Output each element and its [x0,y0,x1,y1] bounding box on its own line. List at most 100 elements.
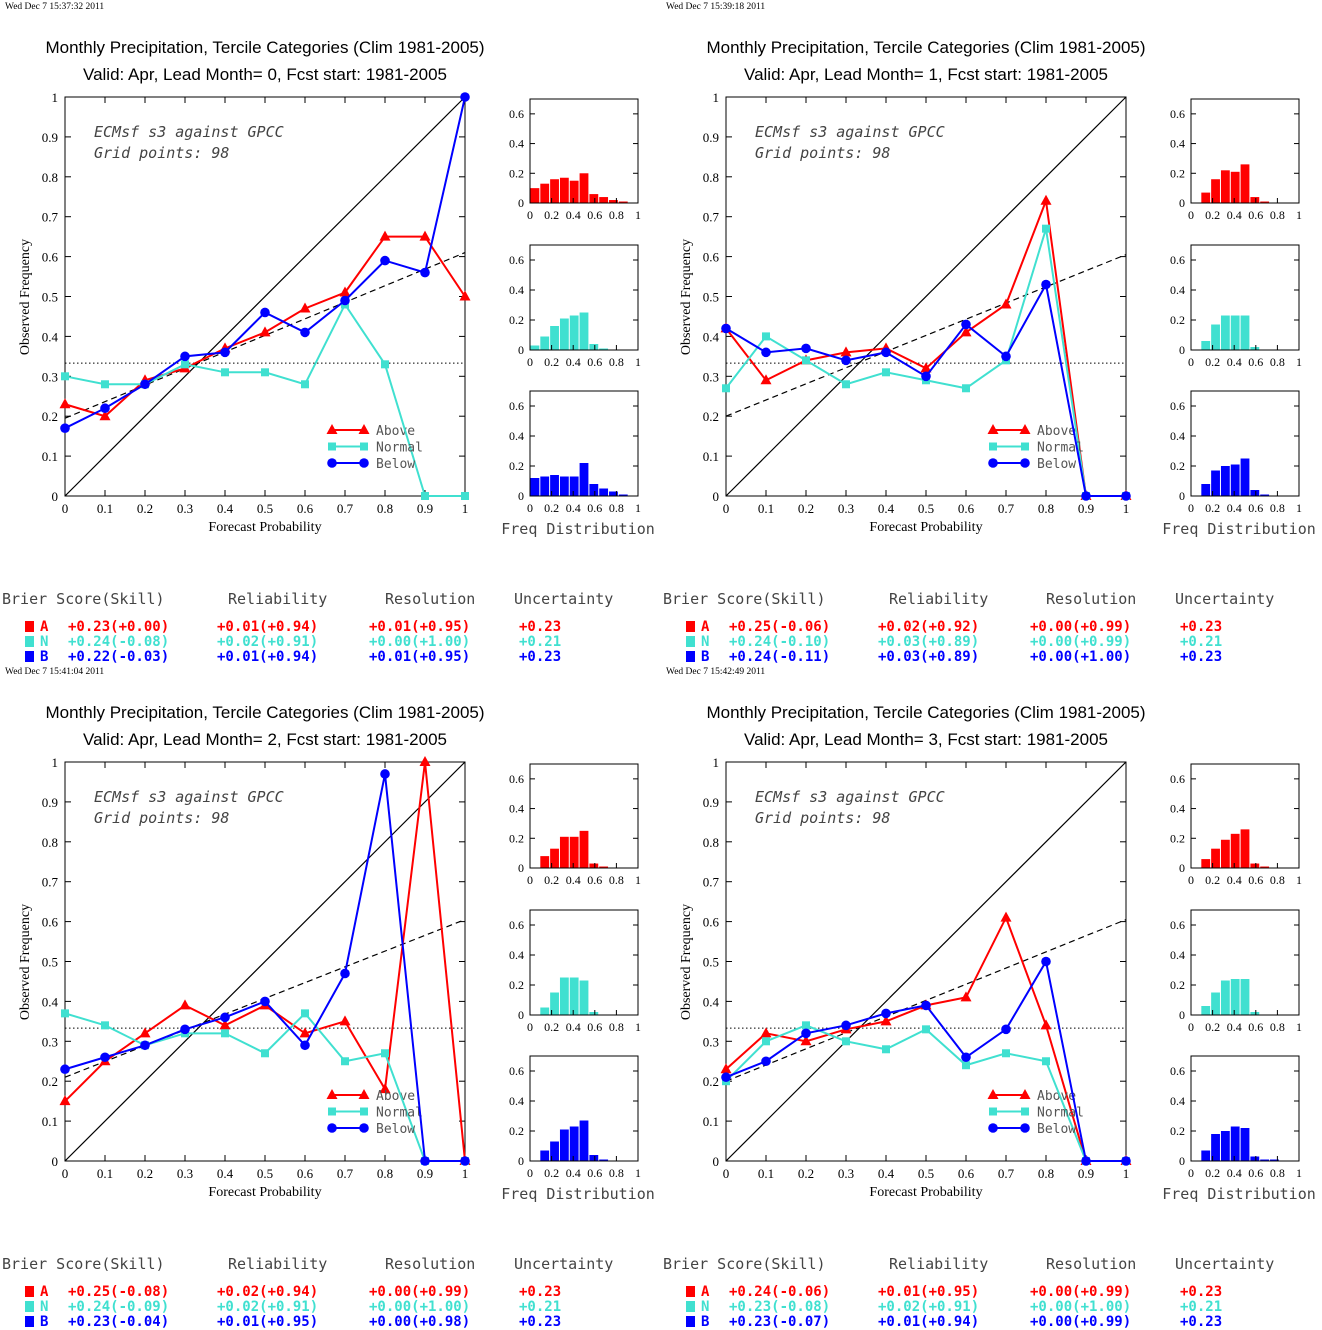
x-tick-label: 1 [1123,1166,1130,1181]
x-tick-label: 0.2 [798,1166,814,1181]
hist-y-tick-label: 0 [518,343,524,357]
y-tick-label: 0.3 [703,369,719,384]
histogram-bar [1240,315,1250,350]
histogram-bar [559,1129,569,1161]
histogram-bar [1240,164,1250,203]
y-tick-label: 0.7 [42,875,59,890]
series-above-point [800,1035,812,1046]
histogram-bar [1211,848,1220,868]
series-below-point [420,1156,430,1166]
hist-y-tick-label: 0.2 [1170,313,1185,327]
y-tick-label: 0.5 [703,290,719,305]
histogram-bar [1201,192,1211,203]
score-row-label: N [701,634,709,650]
series-normal-point [101,1021,109,1030]
hist-x-tick-label: 0.6 [587,501,602,515]
x-tick-label: 0.5 [257,501,273,516]
y-tick-label: 0.5 [703,955,719,970]
uncertainty-value: +0.23 [1180,1284,1222,1300]
x-tick-label: 0.4 [878,501,895,516]
score-row-label: A [701,619,710,635]
series-normal-point [101,380,109,389]
hist-x-tick-label: 0.2 [1205,1166,1220,1180]
hist-x-tick-label: 0 [527,873,533,887]
y-tick-label: 0.3 [42,1034,58,1049]
hist-x-tick-label: 0.4 [1227,355,1242,369]
y-tick-label: 0.9 [703,130,719,145]
legend-marker [358,1089,370,1099]
brier-score-value: +0.23(-0.04) [68,1314,169,1330]
histogram-bar [609,200,618,203]
resolution-value: +0.00(+1.00) [1030,1299,1131,1315]
y-tick-label: 0.9 [42,130,58,145]
brier-score-value: +0.25(-0.08) [68,1284,169,1300]
hist-x-tick-label: 1 [635,1166,641,1180]
y-tick-label: 0.4 [42,329,59,344]
x-tick-label: 0.8 [1038,501,1054,516]
hist-x-tick-label: 1 [1296,1020,1302,1034]
y-tick-label: 0.3 [703,1034,719,1049]
y-tick-label: 0.4 [42,994,59,1009]
legend-marker [987,424,999,434]
series-normal-point [381,1049,389,1058]
x-tick-label: 0 [723,1166,730,1181]
series-below-point [881,347,891,358]
resolution-value: +0.00(+0.99) [369,1284,470,1300]
histogram-bar [609,491,618,496]
histogram-bar [1201,1150,1211,1161]
series-normal-point [1042,1057,1050,1066]
y-tick-label: 0.8 [42,170,58,185]
uncertainty-value: +0.23 [519,619,561,635]
reliability-value: +0.01(+0.94) [217,619,318,635]
hist-x-tick-label: 0.2 [1205,1020,1220,1034]
histogram-bar [1220,170,1230,203]
histogram-bar [569,315,579,350]
brier-score-value: +0.24(-0.11) [729,649,830,665]
reliability-value: +0.02(+0.92) [878,619,979,635]
score-header: Resolution [1046,590,1136,608]
x-tick-label: 0 [62,501,69,516]
hist-x-tick-label: 0.8 [1270,501,1285,515]
series-below-point [881,1008,891,1019]
score-header: Brier Score(Skill) [663,590,826,608]
series-normal-point [922,1025,930,1034]
histogram-bar [599,866,609,868]
y-tick-label: 0.1 [42,449,58,464]
series-below-point [220,347,230,358]
series-below-point [260,996,270,1007]
legend-marker [359,458,369,468]
hist-x-tick-label: 0.4 [566,1020,581,1034]
reliability-value: +0.01(+0.95) [217,1314,318,1330]
hist-x-tick-label: 0 [1188,1020,1194,1034]
x-tick-label: 0.3 [177,1166,193,1181]
histogram-bar [1201,1006,1211,1015]
series-above-point [59,398,71,409]
score-row-label: N [701,1299,709,1315]
resolution-value: +0.00(+1.00) [369,634,470,650]
legend-marker [327,458,337,468]
series-above-point [419,230,431,241]
series-above-point [299,302,311,313]
hist-x-tick-label: 0.4 [1227,501,1242,515]
series-below-point [100,403,110,414]
brier-score-value: +0.25(-0.06) [729,619,830,635]
series-below-point [380,255,390,266]
histogram-bar [569,1126,579,1161]
regression-line [64,252,466,419]
legend-marker [989,442,997,451]
histogram-bar [1230,979,1240,1015]
legend-label-above: Above [376,424,415,439]
histogram-bar [1250,863,1260,868]
series-below-point [140,379,150,390]
histogram-bar [540,856,550,868]
series-below-point [921,371,931,382]
x-tick-label: 0.3 [838,1166,854,1181]
series-above-point [1040,194,1052,205]
legend-label-above: Above [1037,1089,1076,1104]
histogram-bar [559,977,569,1015]
hist-x-tick-label: 0.2 [544,1166,559,1180]
histogram-bar [1220,980,1230,1015]
legend-label-below: Below [376,457,415,472]
uncertainty-value: +0.23 [1180,619,1222,635]
legend-marker [360,1107,368,1116]
